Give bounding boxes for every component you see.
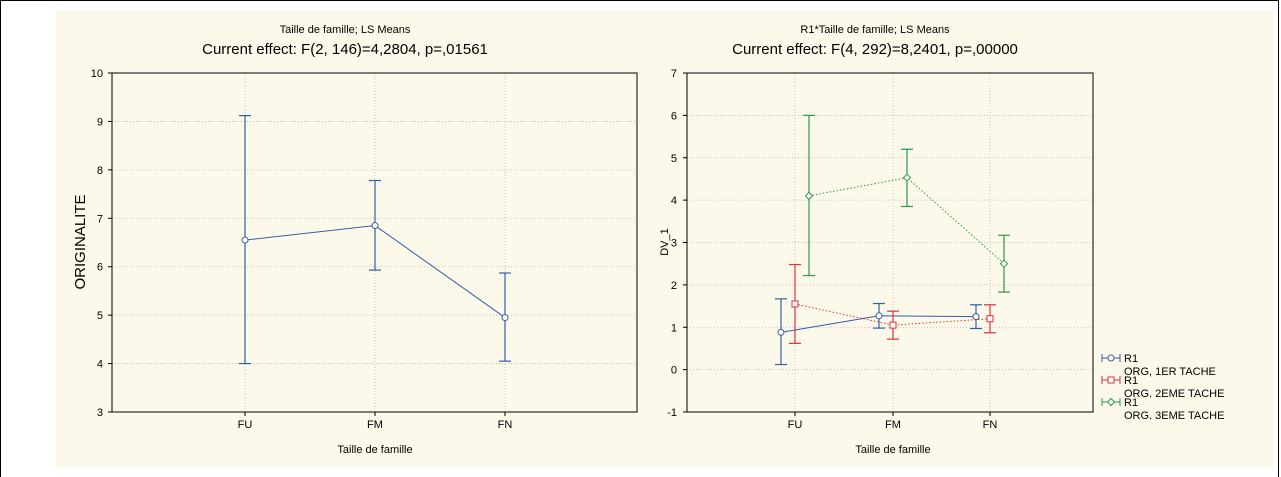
y-tick-label: 7 <box>97 213 103 225</box>
y-tick-label: 3 <box>97 407 103 419</box>
y-tick-label: 3 <box>671 238 677 250</box>
data-point-circle <box>875 312 883 320</box>
legend-marker-circle <box>1107 354 1115 362</box>
data-point-square <box>986 315 994 323</box>
chart1-title: Taille de famille; LS Means <box>280 24 411 36</box>
data-point-diamond <box>804 191 814 201</box>
data-point-circle <box>371 222 379 230</box>
legend-marker-square <box>1107 376 1115 384</box>
data-point-circle <box>972 313 980 321</box>
chart2-title: R1*Taille de famille; LS Means <box>800 24 950 36</box>
x-tick-label: FM <box>367 419 383 431</box>
chart2-ylabel: DV_1 <box>659 228 671 256</box>
y-tick-label: 10 <box>91 68 103 80</box>
chart2-subtitle: Current effect: F(4, 292)=8,2401, p=,000… <box>732 41 1018 58</box>
y-tick-label: 0 <box>671 365 677 377</box>
chart1-ylabel: ORIGINALITE <box>72 194 89 289</box>
chart2-xlabel: Taille de famille <box>855 444 930 456</box>
y-tick-label: 6 <box>671 110 677 122</box>
series-line <box>808 177 1005 265</box>
y-tick-label: 9 <box>97 116 103 128</box>
legend-marker-diamond <box>1106 397 1116 407</box>
chart1-plot: 3 4 5 6 7 8 9 10 FU FM FN <box>91 68 638 431</box>
x-tick-label: FU <box>788 419 803 431</box>
y-tick-label: 4 <box>97 359 103 371</box>
y-tick-label: 5 <box>671 153 677 165</box>
series-line <box>794 303 991 326</box>
x-tick-label: FU <box>238 419 253 431</box>
chart1-subtitle: Current effect: F(2, 146)=4,2804, p=,015… <box>202 41 488 58</box>
legend-label-line1: R1 <box>1124 375 1138 387</box>
y-tick-label: 2 <box>671 280 677 292</box>
y-tick-label: 6 <box>97 262 103 274</box>
x-tick-label: FN <box>498 419 513 431</box>
legend-label-line2: ORG. 3EME TACHE <box>1124 410 1224 422</box>
legend-label-line2: ORG. 2EME TACHE <box>1124 388 1224 400</box>
chart1-xlabel: Taille de famille <box>337 444 412 456</box>
x-tick-label: FM <box>885 419 901 431</box>
y-tick-label: 4 <box>671 195 677 207</box>
y-tick-label: 1 <box>671 322 677 334</box>
data-point-diamond <box>902 173 912 182</box>
data-point-diamond <box>999 259 1009 268</box>
data-point-circle <box>241 236 249 244</box>
data-point-circle <box>777 328 785 336</box>
legend-label-line1: R1 <box>1124 353 1138 365</box>
y-tick-label: -1 <box>667 407 677 419</box>
data-point-square <box>791 300 799 308</box>
data-point-square <box>889 321 897 329</box>
y-tick-label: 7 <box>671 68 677 80</box>
data-point-circle <box>501 314 509 322</box>
legend-label-line1: R1 <box>1124 397 1138 409</box>
y-tick-label: 8 <box>97 165 103 177</box>
y-tick-label: 5 <box>97 310 103 322</box>
chart2-plot: -1 0 1 2 3 4 5 6 7 FU FM FN <box>667 68 1094 431</box>
x-tick-label: FN <box>983 419 998 431</box>
legend-label-line2: ORG, 1ER TACHE <box>1124 366 1216 378</box>
